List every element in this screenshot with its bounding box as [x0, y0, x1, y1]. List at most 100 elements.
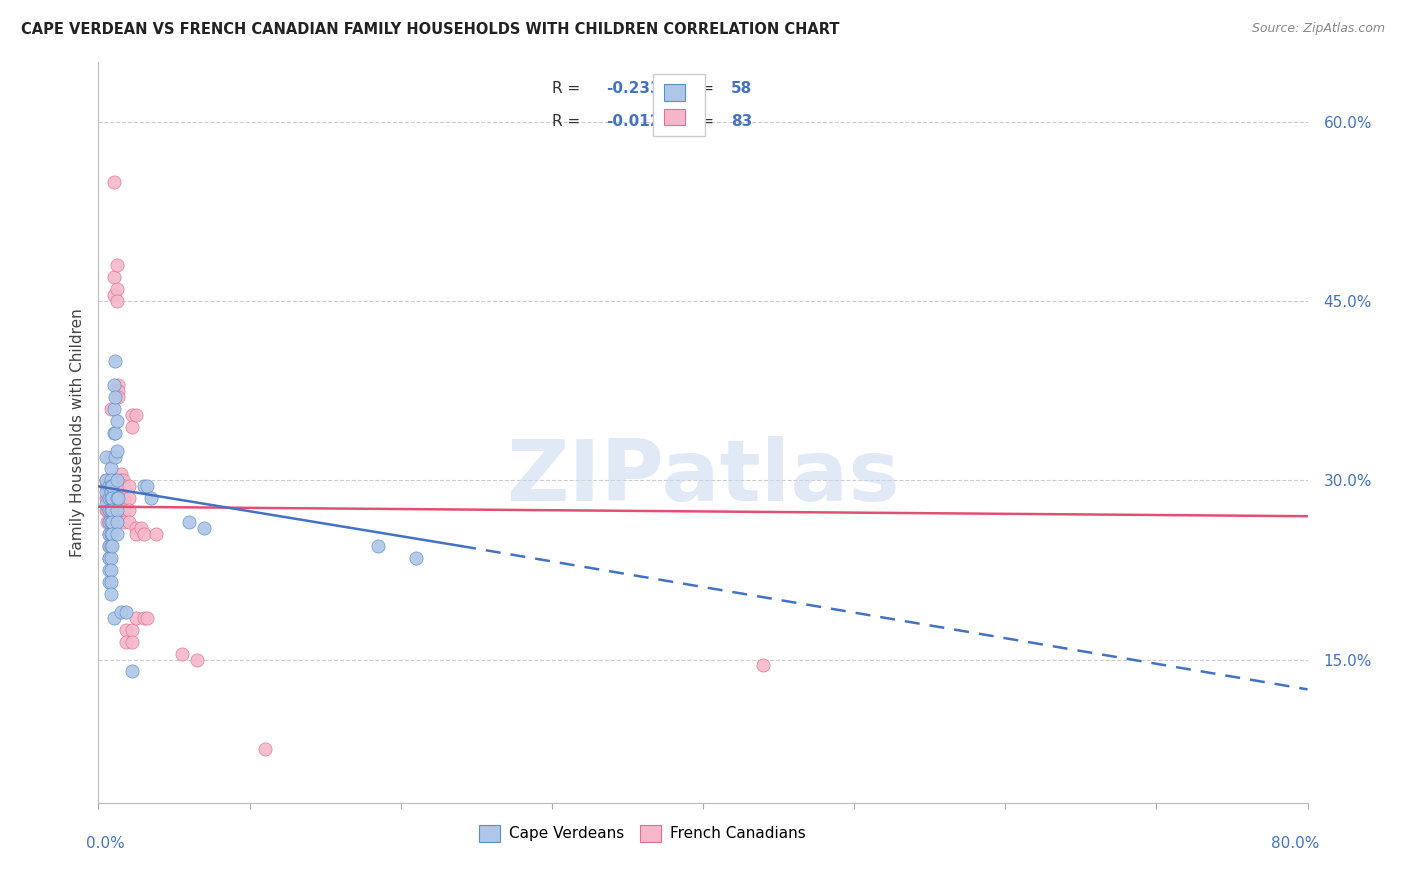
Text: 0.0%: 0.0% [86, 836, 125, 851]
Point [103, 270, 125, 285]
Point [96, 515, 118, 529]
Point [96, 479, 118, 493]
Point [98, 563, 121, 577]
Text: -0.012: -0.012 [606, 114, 661, 129]
Point [98, 474, 121, 488]
Point [121, 623, 143, 637]
Point [118, 515, 141, 529]
Point [129, 521, 152, 535]
Point [111, 491, 134, 506]
Point [96, 491, 118, 506]
Text: -0.233: -0.233 [606, 81, 661, 95]
Point [103, 425, 125, 440]
Point [118, 491, 141, 506]
Point [103, 175, 125, 189]
Point [105, 527, 128, 541]
Point [104, 450, 127, 464]
Point [114, 623, 136, 637]
Point [98, 551, 121, 566]
Point [193, 521, 215, 535]
Text: ZIPatlas: ZIPatlas [506, 435, 900, 518]
Point [94, 497, 117, 511]
Point [100, 474, 122, 488]
Point [132, 610, 155, 624]
Point [98, 527, 121, 541]
Text: CAPE VERDEAN VS FRENCH CANADIAN FAMILY HOUSEHOLDS WITH CHILDREN CORRELATION CHAR: CAPE VERDEAN VS FRENCH CANADIAN FAMILY H… [21, 22, 839, 37]
Point [98, 551, 121, 566]
Point [100, 551, 122, 566]
Point [101, 539, 124, 553]
Point [94, 503, 117, 517]
Point [98, 515, 121, 529]
Point [118, 479, 141, 493]
Point [132, 527, 155, 541]
Point [105, 503, 128, 517]
Point [100, 461, 122, 475]
Point [98, 515, 121, 529]
Point [103, 610, 125, 624]
Point [101, 527, 124, 541]
Point [105, 259, 128, 273]
Point [111, 479, 134, 493]
Text: R =: R = [551, 81, 585, 95]
Point [121, 665, 143, 679]
Point [100, 539, 122, 553]
Point [101, 515, 124, 529]
Point [103, 288, 125, 302]
Point [103, 401, 125, 416]
Point [105, 443, 128, 458]
Point [367, 539, 389, 553]
Point [94, 491, 117, 506]
Point [118, 503, 141, 517]
Point [125, 610, 148, 624]
Point [100, 479, 122, 493]
Point [101, 491, 124, 506]
Point [107, 377, 129, 392]
Point [94, 450, 117, 464]
Point [125, 521, 148, 535]
Point [105, 414, 128, 428]
Point [112, 491, 135, 506]
Point [100, 574, 122, 589]
Point [100, 401, 122, 416]
Point [100, 503, 122, 517]
Point [105, 515, 128, 529]
Legend: Cape Verdeans, French Canadians: Cape Verdeans, French Canadians [470, 815, 815, 851]
Point [101, 503, 124, 517]
Point [98, 539, 121, 553]
Point [111, 474, 134, 488]
Point [121, 408, 143, 422]
Point [100, 527, 122, 541]
Point [103, 377, 125, 392]
Point [110, 474, 132, 488]
Point [98, 479, 121, 493]
Text: N =: N = [685, 81, 718, 95]
Point [104, 354, 127, 368]
Point [141, 491, 163, 506]
Point [111, 503, 134, 517]
Point [107, 390, 129, 404]
Point [98, 503, 121, 517]
Point [110, 467, 132, 482]
Point [114, 605, 136, 619]
Point [100, 485, 122, 500]
Point [179, 515, 201, 529]
Point [135, 610, 157, 624]
Point [98, 491, 121, 506]
Point [135, 479, 157, 493]
Point [132, 479, 155, 493]
Point [112, 503, 135, 517]
Point [100, 515, 122, 529]
Point [94, 485, 117, 500]
Point [98, 574, 121, 589]
Point [107, 491, 129, 506]
Point [98, 503, 121, 517]
Point [110, 491, 132, 506]
Point [104, 425, 127, 440]
Point [121, 634, 143, 648]
Point [100, 474, 122, 488]
Point [100, 509, 122, 524]
Text: N =: N = [685, 114, 718, 129]
Point [100, 479, 122, 493]
Point [100, 563, 122, 577]
